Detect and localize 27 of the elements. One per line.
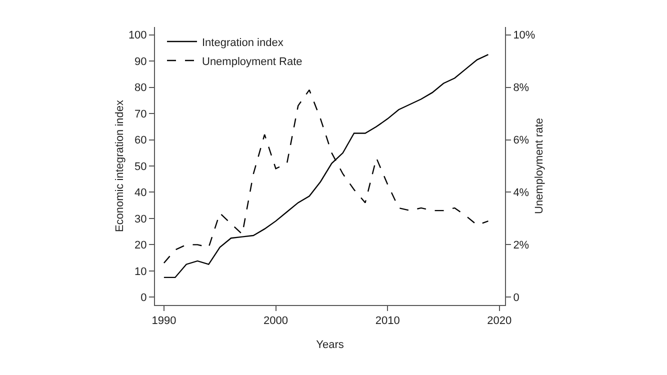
y-tick-label: 80 bbox=[134, 82, 147, 94]
y-tick-label: 70 bbox=[134, 108, 147, 120]
y2-tick-label: 2% bbox=[513, 240, 530, 252]
y-tick-label: 30 bbox=[134, 213, 147, 226]
legend-label: Integration index bbox=[202, 36, 284, 49]
y-tick-label: 40 bbox=[134, 187, 147, 200]
y-tick-label: 60 bbox=[134, 134, 147, 147]
legend-label: Unemployment Rate bbox=[202, 56, 302, 68]
y2-tick-label: 6% bbox=[513, 134, 530, 147]
x-tick-label: 2010 bbox=[375, 315, 400, 328]
y2-tick-label: 10% bbox=[513, 30, 536, 42]
y2-axis-title: Unemployment rate bbox=[534, 118, 546, 214]
y2-tick-label: 8% bbox=[513, 82, 530, 94]
y2-tick-label: 0 bbox=[513, 292, 520, 304]
y-tick-label: 10 bbox=[134, 266, 147, 278]
y2-tick-label: 4% bbox=[513, 187, 530, 200]
x-tick-label: 2020 bbox=[487, 315, 512, 328]
y-tick-label: 100 bbox=[128, 30, 147, 42]
line-series bbox=[163, 54, 489, 278]
x-tick-label: 2000 bbox=[264, 315, 288, 328]
x-axis-title: Years bbox=[316, 339, 344, 351]
y-axis-title: Economic integration index bbox=[114, 99, 126, 232]
y-tick-label: 90 bbox=[134, 56, 147, 68]
y-tick-label: 0 bbox=[140, 292, 147, 304]
y-tick-label: 20 bbox=[134, 240, 147, 252]
y-tick-label: 50 bbox=[134, 160, 147, 173]
x-tick-label: 1990 bbox=[152, 315, 176, 328]
